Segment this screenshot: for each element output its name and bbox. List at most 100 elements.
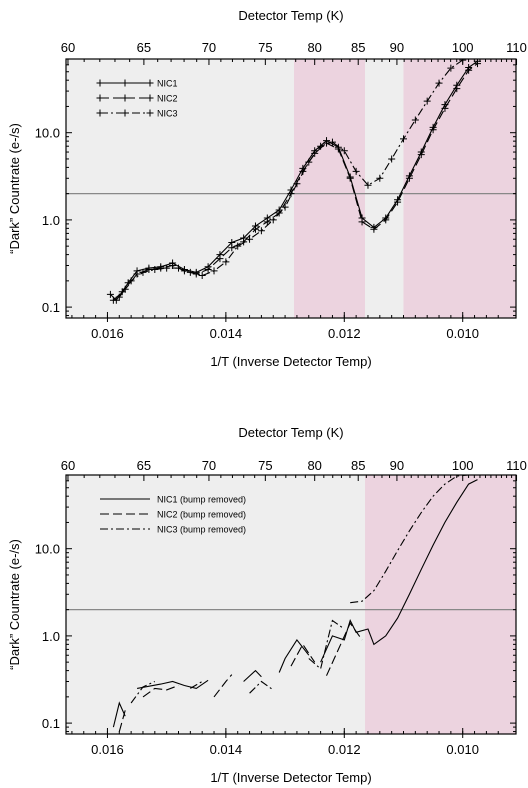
data-point-3-0: [115, 293, 123, 301]
data-point-3-28: [447, 64, 455, 72]
data-point-3-7: [198, 272, 206, 280]
data-point-2-24: [394, 198, 402, 206]
region-gray-0: [66, 475, 366, 734]
x-axis-title: 1/T (Inverse Detector Temp): [210, 354, 371, 369]
top-tick-label: 85: [351, 40, 365, 55]
top-tick-label: 100: [452, 458, 474, 473]
series-line-1-seg-2: [243, 669, 262, 682]
data-point-2-7: [192, 270, 200, 278]
series-line-2-seg-2: [213, 674, 233, 698]
series-line-3-seg-2: [249, 680, 274, 694]
data-point-3-14: [281, 203, 289, 211]
data-point-3-12: [257, 227, 265, 235]
top-tick-label: 90: [390, 40, 404, 55]
top-axis-title: Detector Temp (K): [238, 8, 343, 23]
data-point-1-0: [106, 290, 114, 298]
x-axis-title: 1/T (Inverse Detector Temp): [210, 770, 371, 785]
legend-marker: [146, 79, 154, 87]
data-point-3-5: [175, 264, 182, 272]
legend-marker: [96, 94, 104, 102]
legend-marker: [146, 109, 154, 117]
data-point-2-31: [474, 60, 482, 68]
data-point-3-3: [151, 265, 159, 273]
data-point-3-8: [210, 267, 218, 275]
x-tick-label: 0.010: [446, 742, 479, 757]
data-point-3-4: [163, 264, 171, 272]
data-point-2-27: [429, 126, 437, 134]
data-point-3-26: [423, 97, 431, 105]
top-tick-label: 110: [506, 40, 527, 55]
region-pink-3: [403, 59, 516, 318]
data-point-3-15: [293, 180, 301, 188]
data-point-2-15: [287, 190, 295, 198]
series-line-1-seg-3: [278, 638, 310, 673]
data-point-3-24: [400, 135, 407, 143]
series-line-1-seg-0: [112, 701, 126, 728]
top-tick-label: 85: [351, 458, 365, 473]
top-tick-label: 110: [506, 458, 527, 473]
data-point-2-22: [370, 225, 378, 233]
data-point-2-12: [251, 225, 259, 233]
top-tick-label: 80: [307, 458, 321, 473]
y-tick-label: 10.0: [35, 126, 60, 141]
data-point-2-9: [216, 255, 224, 263]
data-point-2-21: [358, 218, 366, 226]
series-line-1-seg-4: [320, 479, 478, 663]
data-point-2-3: [145, 265, 153, 273]
data-point-2-29: [453, 85, 461, 93]
y-axis-title: “Dark” Countrate (e-/s): [7, 539, 22, 670]
top-axis-title: Detector Temp (K): [238, 425, 343, 440]
y-tick-label: 10.0: [35, 542, 60, 557]
plot-frame: [65, 58, 517, 319]
series-line-3-seg-3: [308, 619, 345, 670]
data-point-2-28: [441, 104, 449, 112]
series-line-3-seg-0: [130, 680, 156, 704]
data-point-2-23: [382, 216, 390, 224]
x-tick-label: 0.012: [328, 742, 361, 757]
x-tick-label: 0.014: [210, 326, 243, 341]
data-point-3-21: [364, 181, 372, 189]
data-point-3-10: [234, 242, 242, 250]
data-point-3-1: [127, 277, 135, 285]
data-point-3-23: [388, 155, 396, 163]
data-point-2-20: [346, 174, 354, 182]
data-point-3-13: [269, 216, 277, 224]
top-tick-label: 80: [307, 40, 321, 55]
data-point-3-9: [222, 258, 230, 266]
data-point-2-13: [263, 218, 271, 226]
data-point-2-0: [109, 296, 117, 304]
top-tick-label: 60: [61, 40, 75, 55]
data-point-2-6: [180, 267, 188, 275]
series-line-2-seg-3: [290, 643, 316, 667]
data-point-2-1: [121, 285, 129, 293]
top-tick-label: 70: [202, 40, 216, 55]
series-line-2-seg-4: [325, 622, 363, 676]
x-tick-label: 0.014: [210, 742, 243, 757]
series-line-3-seg-1: [190, 681, 203, 689]
x-tick-label: 0.016: [91, 742, 124, 757]
y-axis-title: “Dark” Countrate (e-/s): [7, 123, 22, 254]
data-point-3-16: [305, 158, 313, 166]
data-point-2-11: [240, 238, 248, 246]
region-gray-0: [66, 59, 294, 318]
data-point-3-22: [376, 174, 384, 182]
data-point-3-27: [435, 79, 443, 87]
top-tick-label: 75: [258, 458, 272, 473]
data-point-2-17: [311, 149, 319, 157]
series-line-3-seg-4: [350, 475, 469, 604]
x-tick-label: 0.010: [446, 326, 479, 341]
series-group: [106, 59, 482, 304]
legend-label-3: NIC3 (bump removed): [157, 525, 246, 535]
series-line-2-seg-1: [142, 684, 179, 698]
legend-label-1: NIC1 (bump removed): [157, 495, 246, 505]
top-tick-label: 65: [137, 458, 151, 473]
series-line-2-seg-0: [118, 710, 126, 732]
data-point-2-8: [204, 265, 212, 273]
data-point-2-30: [465, 66, 473, 74]
x-tick-label: 0.012: [328, 326, 361, 341]
region-pink-1: [365, 475, 404, 734]
legend-marker: [121, 109, 129, 117]
x-tick-label: 0.016: [91, 326, 124, 341]
legend-label-1: NIC1: [157, 79, 178, 89]
